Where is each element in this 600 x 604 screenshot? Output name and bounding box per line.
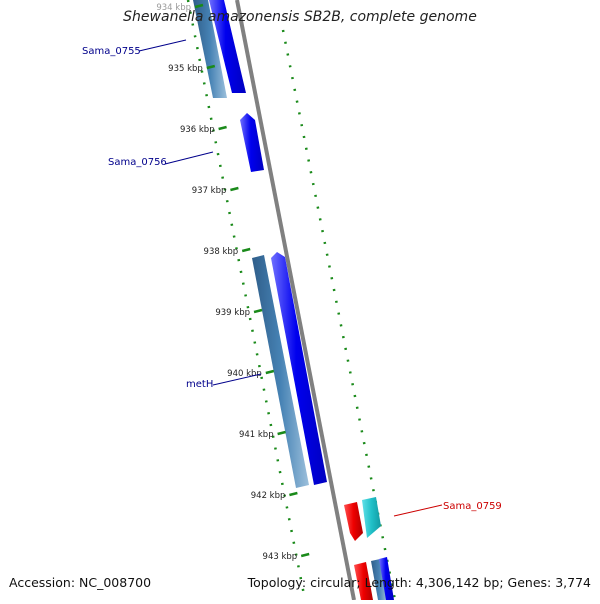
cds-sama-0756[interactable] <box>240 113 264 172</box>
tick-label: 935 kbp <box>168 64 203 74</box>
tick-label: 938 kbp <box>204 247 239 257</box>
label-sama-0756[interactable]: Sama_0756 <box>108 157 167 168</box>
accession-text: Accession: NC_008700 <box>9 575 152 590</box>
tick-label: 942 kbp <box>251 491 286 501</box>
major-tick <box>206 64 216 70</box>
tick-label: 937 kbp <box>192 186 227 196</box>
tick-label: 940 kbp <box>227 369 262 379</box>
tick-label: 934 kbp <box>156 3 191 13</box>
major-tick <box>241 247 251 253</box>
cds-bottom-blue[interactable] <box>379 557 394 600</box>
cds-sama-0755[interactable] <box>209 0 246 93</box>
leader-sama-0759 <box>393 504 443 517</box>
label-sama-0759[interactable]: Sama_0759 <box>443 501 502 512</box>
major-tick <box>194 3 204 9</box>
gene-bottom-steel[interactable] <box>371 559 387 600</box>
tick-labels: 934 kbp 935 kbp 936 kbp 937 kbp 938 kbp 939 k… <box>156 3 297 562</box>
major-tick <box>230 186 239 192</box>
tick-label: 939 kbp <box>215 308 250 318</box>
major-tick <box>289 491 298 497</box>
major-tick <box>300 552 310 558</box>
feature-sama-0759[interactable] <box>362 497 381 538</box>
gene-meth[interactable] <box>252 255 309 488</box>
tick-label: 943 kbp <box>263 552 298 562</box>
cds-sama-0759[interactable] <box>344 502 363 541</box>
major-tick <box>218 125 227 131</box>
cds-bottom-red[interactable] <box>354 562 373 600</box>
label-meth[interactable]: metH <box>186 379 213 390</box>
major-tick <box>277 430 286 436</box>
label-sama-0755[interactable]: Sama_0755 <box>82 46 141 57</box>
tick-label: 936 kbp <box>180 125 215 135</box>
genome-backbone <box>235 0 356 601</box>
tick-label: 941 kbp <box>239 430 274 440</box>
scale-track-right <box>281 29 397 601</box>
summary-text: Topology: circular; Length: 4,306,142 bp… <box>247 575 591 590</box>
gene-sama-0755[interactable] <box>193 0 227 98</box>
leader-sama-0755 <box>138 39 187 52</box>
map-title: Shewanella amazonensis SB2B, complete ge… <box>123 9 477 25</box>
cds-meth[interactable] <box>271 252 327 485</box>
major-tick <box>265 369 275 375</box>
major-tick <box>253 308 263 314</box>
leader-meth <box>212 373 262 386</box>
leader-sama-0756 <box>164 151 214 165</box>
